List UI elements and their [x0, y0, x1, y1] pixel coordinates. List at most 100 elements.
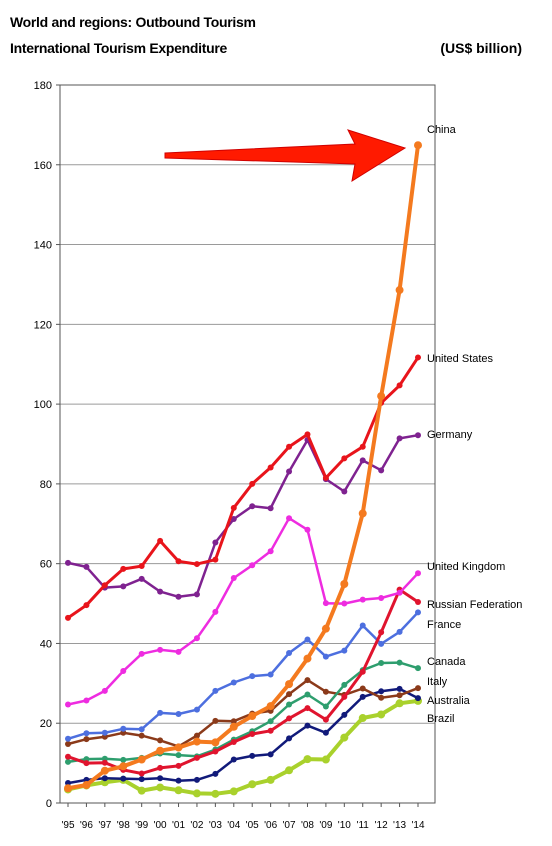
y-tick-label: 180 [34, 80, 52, 92]
data-point [101, 775, 108, 782]
data-point [286, 715, 293, 722]
series-line-russian-federation [67, 588, 419, 775]
data-point [267, 464, 274, 471]
data-point [249, 503, 256, 510]
data-point [138, 732, 145, 739]
y-tick-label: 20 [40, 718, 52, 730]
data-point [83, 602, 90, 609]
data-point [377, 392, 386, 401]
series-united-kingdom [65, 515, 421, 708]
data-point [396, 589, 403, 596]
data-point [156, 746, 165, 755]
y-tick-label: 160 [34, 160, 52, 172]
data-point [65, 740, 71, 747]
data-point [304, 691, 311, 698]
data-point [378, 629, 385, 636]
series-line-germany [67, 433, 419, 599]
data-point [83, 736, 90, 743]
data-point [157, 646, 164, 653]
data-point [304, 722, 311, 729]
x-tick-label: '95 [61, 820, 74, 831]
data-point [212, 539, 219, 546]
data-point [138, 770, 145, 777]
series-label: Russian Federation [427, 599, 522, 611]
data-point [322, 703, 329, 710]
data-point [286, 443, 293, 450]
data-point [359, 443, 366, 450]
x-tick-label: '09 [319, 820, 332, 831]
data-point [415, 685, 421, 692]
series-line-united-states [67, 356, 420, 620]
y-tick-label: 120 [34, 319, 52, 331]
data-point [157, 709, 164, 716]
data-point [248, 780, 257, 789]
series-line-australia [67, 687, 419, 785]
series-label: United Kingdom [427, 561, 505, 573]
data-point [341, 600, 348, 607]
series-line-china [67, 144, 420, 791]
data-point [321, 624, 330, 633]
data-point [65, 758, 71, 765]
data-point [174, 743, 183, 752]
data-point [415, 354, 421, 361]
data-point [378, 659, 385, 666]
data-point [229, 722, 238, 731]
series-label: Germany [427, 429, 473, 441]
data-point [359, 622, 366, 629]
data-point [359, 685, 366, 692]
data-point [321, 755, 330, 764]
data-point [414, 141, 422, 150]
series-line-italy [67, 678, 419, 748]
data-point [193, 706, 200, 713]
data-point [304, 677, 311, 684]
data-point [266, 702, 275, 711]
data-point [175, 762, 182, 769]
data-point [230, 679, 237, 686]
x-tick-label: '11 [357, 820, 370, 831]
data-point [83, 730, 90, 737]
data-point [322, 729, 329, 736]
y-tick-label: 60 [40, 559, 52, 571]
data-point [138, 575, 145, 582]
data-point [341, 647, 348, 654]
data-point [249, 730, 256, 737]
x-tick-label: '99 [135, 820, 148, 831]
data-point [286, 691, 293, 698]
data-point [212, 687, 219, 694]
data-point [322, 716, 329, 723]
data-point [193, 732, 200, 739]
data-point [340, 580, 349, 589]
x-tick-label: '04 [227, 820, 240, 831]
data-point [212, 748, 219, 755]
x-tick-label: '07 [283, 820, 296, 831]
data-point [138, 650, 145, 657]
data-point [193, 635, 200, 642]
data-point [358, 509, 367, 518]
data-point [395, 699, 404, 708]
data-point [156, 783, 165, 792]
series-russian-federation [65, 586, 421, 777]
series-group [64, 141, 422, 798]
data-point [175, 752, 182, 759]
data-point [211, 738, 220, 747]
data-point [303, 654, 312, 663]
data-point [304, 705, 311, 712]
data-point [378, 467, 385, 474]
data-point [286, 701, 293, 708]
data-point [138, 726, 145, 733]
series-china [64, 141, 422, 793]
data-point [395, 286, 404, 295]
chart-title: World and regions: Outbound Tourism [10, 14, 256, 30]
data-point [65, 559, 71, 566]
data-point [157, 588, 164, 595]
data-point [174, 786, 183, 795]
annotation-arrow [164, 129, 407, 183]
data-point [322, 474, 329, 481]
data-point [341, 455, 348, 462]
data-point [157, 537, 164, 544]
data-point [212, 717, 219, 724]
data-point [415, 598, 421, 605]
data-point [229, 787, 238, 796]
x-axis: '95 '96 '97 '98 '99 '00 '01 '02 '03 '04 '05 '06 '07 '… [61, 803, 425, 831]
